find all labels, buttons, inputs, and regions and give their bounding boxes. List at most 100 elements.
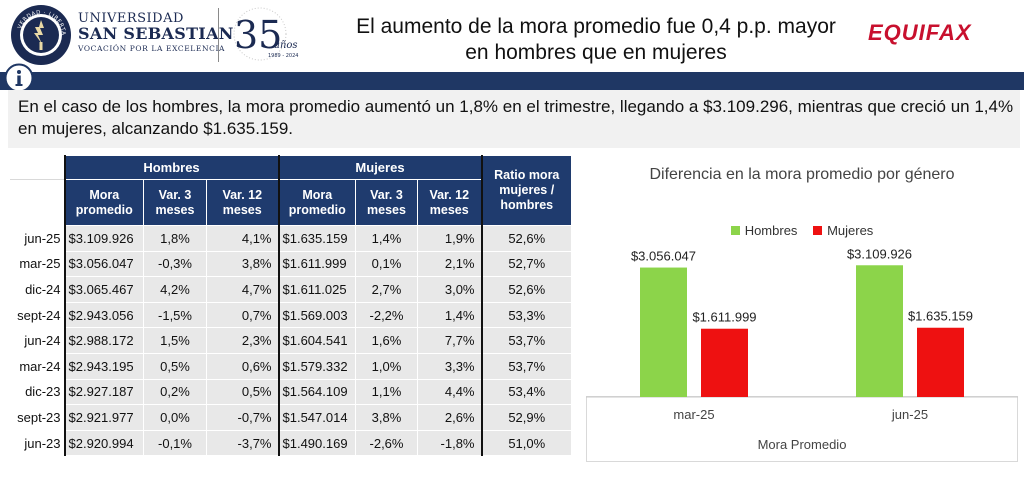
cell-ratio: 53,7%	[480, 352, 572, 380]
cell-hombres-mora: $3.056.047	[63, 250, 144, 278]
chart-x-axis-title: Mora Promedio	[758, 437, 847, 452]
cell-hombres-mora: $2.943.056	[63, 301, 144, 329]
cell-mujeres-var12: 1,9%	[417, 225, 482, 252]
anniversary-number: 35	[234, 13, 282, 57]
cell-mujeres-var3: 2,7%	[355, 276, 418, 303]
cell-mujeres-mora: $1.579.332	[277, 352, 356, 380]
cell-hombres-var12: 0,5%	[206, 378, 279, 406]
header-h-var12: Var. 12 meses	[206, 179, 279, 226]
cell-period: mar-25	[10, 250, 65, 278]
cell-hombres-mora: $3.065.467	[63, 276, 144, 303]
cell-period: jun-23	[10, 429, 65, 457]
cell-ratio: 52,9%	[480, 404, 572, 431]
cell-mujeres-var3: -2,2%	[355, 301, 418, 329]
chart-data-label: $3.109.926	[847, 246, 912, 261]
table-row: dic-23 $2.927.187 0,2% 0,5% $1.564.109 1,1% 4,…	[10, 378, 572, 406]
info-text: En el caso de los hombres, la mora prome…	[18, 97, 1014, 138]
cell-mujeres-var12: 1,4%	[417, 301, 482, 329]
page-title: El aumento de la mora promedio fue 0,4 p…	[318, 14, 874, 66]
cell-hombres-mora: $2.988.172	[63, 327, 144, 354]
cell-hombres-var12: -3,7%	[206, 429, 279, 457]
chart-x-tick-label: mar-25	[673, 407, 714, 422]
header-m-var12: Var. 12 meses	[417, 179, 482, 226]
legend-swatch-hombres	[730, 226, 740, 235]
cell-mujeres-mora: $1.611.999	[277, 250, 356, 278]
table-row: jun-24 $2.988.172 1,5% 2,3% $1.604.541 1,6% 7,…	[10, 327, 572, 354]
cell-period: dic-24	[10, 276, 65, 303]
cell-ratio: 51,0%	[480, 429, 572, 457]
chart-data-label: $1.611.999	[692, 310, 756, 325]
cell-mujeres-mora: $1.547.014	[277, 404, 356, 431]
cell-mujeres-var12: 3,3%	[417, 352, 482, 380]
cell-mujeres-var3: 1,1%	[355, 378, 418, 406]
table-row: jun-25 $3.109.926 1,8% 4,1% $1.635.159 1,4% 1,…	[10, 225, 572, 252]
table-row: mar-25 $3.056.047 -0,3% 3,8% $1.611.999 0,1% 2…	[10, 250, 572, 278]
table-row: sept-24 $2.943.056 -1,5% 0,7% $1.569.003 -2,2…	[10, 301, 572, 329]
info-icon	[4, 63, 34, 93]
header-mujeres: Mujeres	[277, 155, 482, 180]
cell-hombres-var12: 0,6%	[206, 352, 279, 380]
chart-plot: $3.056.047 $1.611.999 mar-25 $3.109.926 $1.6…	[586, 246, 1018, 462]
cell-hombres-var3: -0,3%	[143, 250, 207, 278]
mora-chart: Diferencia en la mora promedio por géner…	[586, 156, 1018, 462]
chart-title: Diferencia en la mora promedio por géner…	[649, 166, 955, 183]
chart-bar-hombres-mar-25	[640, 267, 687, 397]
cell-hombres-mora: $2.943.195	[63, 352, 144, 380]
equifax-logo: EQUIFAX	[868, 20, 972, 45]
university-tagline: VOCACIÓN POR LA EXCELENCIA	[78, 44, 226, 53]
cell-hombres-var12: 0,7%	[206, 301, 279, 329]
cell-hombres-var3: -0,1%	[143, 429, 207, 457]
cell-ratio: 53,3%	[480, 301, 572, 329]
cell-mujeres-var3: 1,6%	[355, 327, 418, 354]
mora-table: Hombres Mujeres Ratio mora mujeres / hom…	[10, 155, 572, 457]
cell-period: sept-24	[10, 301, 65, 329]
cell-ratio: 53,7%	[480, 327, 572, 354]
cell-mujeres-mora: $1.611.025	[277, 276, 356, 303]
anniversary-suffix: años	[274, 40, 298, 51]
cell-hombres-mora: $2.927.187	[63, 378, 144, 406]
cell-mujeres-mora: $1.564.109	[277, 378, 356, 406]
header-m-var3: Var. 3 meses	[355, 179, 418, 226]
page-title-line1: El aumento de la mora promedio fue 0,4 p…	[356, 15, 836, 38]
table-corner	[10, 155, 65, 180]
chart-bar-hombres-jun-25	[856, 265, 903, 397]
header-ratio: Ratio mora mujeres / hombres	[480, 155, 572, 226]
cell-period: sept-23	[10, 404, 65, 431]
cell-hombres-mora: $3.109.926	[63, 225, 144, 252]
cell-mujeres-var12: 7,7%	[417, 327, 482, 354]
cell-period: jun-25	[10, 225, 65, 252]
cell-mujeres-var3: -2,6%	[355, 429, 418, 457]
chart-data-label: $1.635.159	[908, 309, 973, 324]
university-logo: VERDAD · LIBERTAD · 1989 UNIVERSIDAD SAN…	[8, 2, 308, 68]
cell-ratio: 52,7%	[480, 250, 572, 278]
chart-bar-mujeres-jun-25	[917, 327, 964, 397]
header-h-mora: Mora promedio	[63, 179, 144, 226]
cell-mujeres-var12: 2,1%	[417, 250, 482, 278]
table-body: jun-25 $3.109.926 1,8% 4,1% $1.635.159 1,4% 1,…	[10, 225, 572, 457]
logo-divider	[218, 8, 219, 62]
cell-hombres-var12: -0,7%	[206, 404, 279, 431]
cell-ratio: 52,6%	[480, 276, 572, 303]
header-h-var3: Var. 3 meses	[143, 179, 207, 226]
cell-mujeres-var3: 0,1%	[355, 250, 418, 278]
info-box	[8, 90, 1020, 148]
cell-hombres-var3: 1,5%	[143, 327, 207, 354]
cell-period: dic-23	[10, 378, 65, 406]
cell-hombres-mora: $2.921.977	[63, 404, 144, 431]
cell-mujeres-var12: 4,4%	[417, 378, 482, 406]
cell-mujeres-var3: 1,0%	[355, 352, 418, 380]
cell-hombres-var12: 4,1%	[206, 225, 279, 252]
cell-period: jun-24	[10, 327, 65, 354]
chart-data-label: $3.056.047	[631, 249, 696, 264]
legend-label-hombres: Hombres	[744, 223, 798, 238]
cell-mujeres-var3: 3,8%	[355, 404, 418, 431]
cell-mujeres-mora: $1.569.003	[277, 301, 356, 329]
cell-mujeres-var12: 2,6%	[417, 404, 482, 431]
cell-mujeres-var12: -1,8%	[417, 429, 482, 457]
cell-mujeres-var3: 1,4%	[355, 225, 418, 252]
cell-hombres-var12: 4,7%	[206, 276, 279, 303]
table-row: mar-24 $2.943.195 0,5% 0,6% $1.579.332 1,0% 3,…	[10, 352, 572, 380]
page-title-line2: en hombres que en mujeres	[465, 41, 727, 64]
cell-ratio: 53,4%	[480, 378, 572, 406]
chart-x-tick-label: jun-25	[891, 407, 928, 422]
